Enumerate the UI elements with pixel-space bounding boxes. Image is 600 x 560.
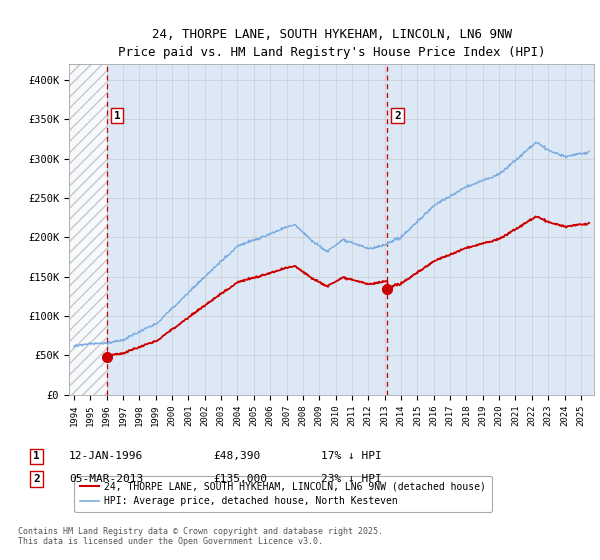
Text: 23% ↓ HPI: 23% ↓ HPI <box>321 474 382 484</box>
Text: 1: 1 <box>114 110 121 120</box>
Text: 2: 2 <box>33 474 40 484</box>
Legend: 24, THORPE LANE, SOUTH HYKEHAM, LINCOLN, LN6 9NW (detached house), HPI: Average : 24, THORPE LANE, SOUTH HYKEHAM, LINCOLN,… <box>74 475 492 512</box>
Text: £48,390: £48,390 <box>213 451 260 461</box>
Text: 17% ↓ HPI: 17% ↓ HPI <box>321 451 382 461</box>
Text: 05-MAR-2013: 05-MAR-2013 <box>69 474 143 484</box>
Bar <box>69 64 107 395</box>
Text: Contains HM Land Registry data © Crown copyright and database right 2025.
This d: Contains HM Land Registry data © Crown c… <box>18 526 383 546</box>
Text: £135,000: £135,000 <box>213 474 267 484</box>
Text: 1: 1 <box>33 451 40 461</box>
Text: 12-JAN-1996: 12-JAN-1996 <box>69 451 143 461</box>
Title: 24, THORPE LANE, SOUTH HYKEHAM, LINCOLN, LN6 9NW
Price paid vs. HM Land Registry: 24, THORPE LANE, SOUTH HYKEHAM, LINCOLN,… <box>118 28 545 59</box>
Text: 2: 2 <box>394 110 401 120</box>
